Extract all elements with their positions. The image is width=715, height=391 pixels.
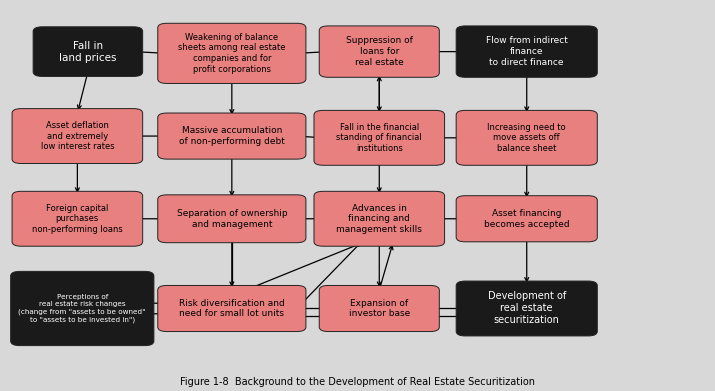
FancyBboxPatch shape <box>319 285 439 332</box>
FancyBboxPatch shape <box>158 113 306 159</box>
FancyBboxPatch shape <box>158 285 306 332</box>
FancyBboxPatch shape <box>314 110 445 165</box>
FancyBboxPatch shape <box>314 191 445 246</box>
FancyBboxPatch shape <box>158 195 306 243</box>
Text: Fall in
land prices: Fall in land prices <box>59 41 117 63</box>
Text: Separation of ownership
and management: Separation of ownership and management <box>177 209 287 229</box>
Text: Increasing need to
move assets off
balance sheet: Increasing need to move assets off balan… <box>488 122 566 153</box>
Text: Massive accumulation
of non-performing debt: Massive accumulation of non-performing d… <box>179 126 285 146</box>
FancyBboxPatch shape <box>456 281 597 336</box>
Text: Development of
real estate
securitization: Development of real estate securitizatio… <box>488 292 566 325</box>
Text: Asset deflation
and extremely
low interest rates: Asset deflation and extremely low intere… <box>41 121 114 151</box>
FancyBboxPatch shape <box>33 27 143 76</box>
Text: Asset financing
becomes accepted: Asset financing becomes accepted <box>484 209 570 229</box>
Text: Foreign capital
purchases
non-performing loans: Foreign capital purchases non-performing… <box>32 203 123 234</box>
FancyBboxPatch shape <box>456 196 597 242</box>
Text: Flow from indirect
finance
to direct finance: Flow from indirect finance to direct fin… <box>485 36 568 67</box>
FancyBboxPatch shape <box>12 191 143 246</box>
Text: Expansion of
investor base: Expansion of investor base <box>349 299 410 318</box>
Text: Weakening of balance
sheets among real estate
companies and for
profit corporati: Weakening of balance sheets among real e… <box>178 33 285 74</box>
FancyBboxPatch shape <box>158 23 306 83</box>
FancyBboxPatch shape <box>456 26 597 77</box>
Text: Perceptions of
real estate risk changes
(change from "assets to be owned"
to "as: Perceptions of real estate risk changes … <box>19 294 146 323</box>
FancyBboxPatch shape <box>319 26 439 77</box>
Text: Fall in the financial
standing of financial
institutions: Fall in the financial standing of financ… <box>336 122 422 153</box>
FancyBboxPatch shape <box>12 109 143 163</box>
Text: Figure 1-8  Background to the Development of Real Estate Securitization: Figure 1-8 Background to the Development… <box>180 377 535 387</box>
FancyBboxPatch shape <box>11 271 154 346</box>
Text: Suppression of
loans for
real estate: Suppression of loans for real estate <box>346 36 413 67</box>
Text: Advances in
financing and
management skills: Advances in financing and management ski… <box>336 203 423 234</box>
Text: Risk diversification and
need for small lot units: Risk diversification and need for small … <box>179 299 285 318</box>
FancyBboxPatch shape <box>456 110 597 165</box>
